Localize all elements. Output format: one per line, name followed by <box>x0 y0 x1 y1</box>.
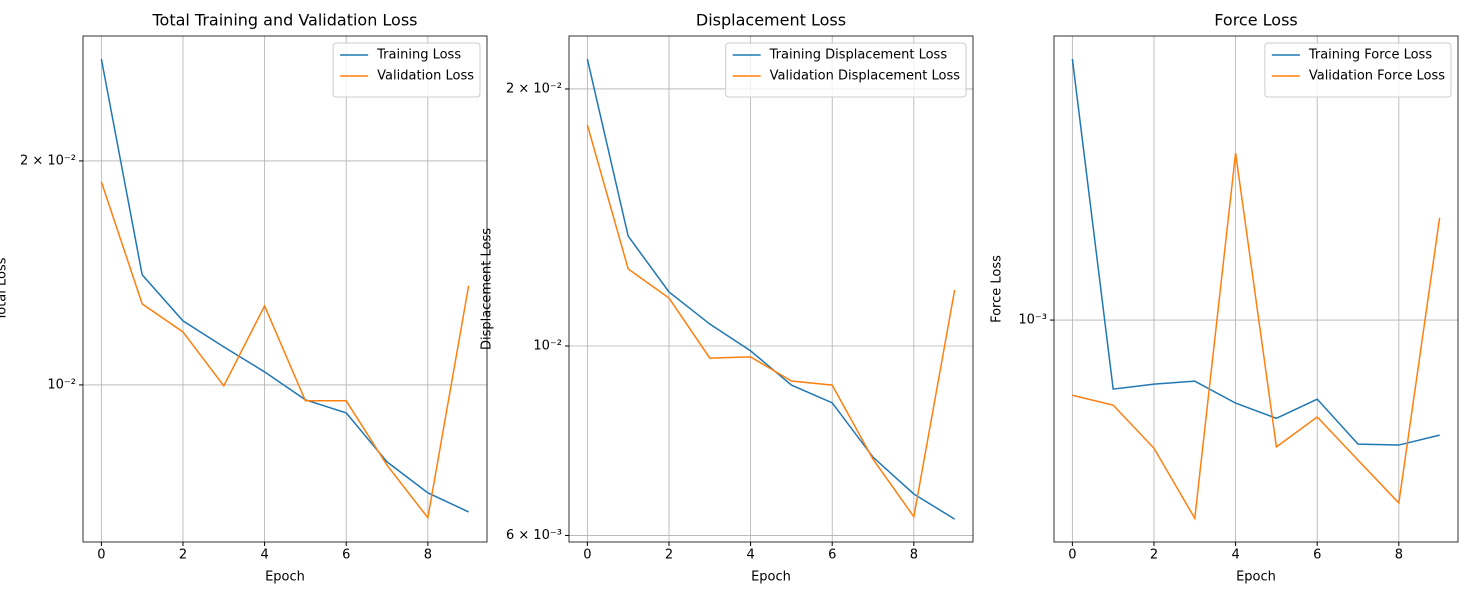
x-tick-label: 6 <box>1313 548 1321 563</box>
legend: Training Loss Validation Loss <box>332 42 481 98</box>
y-tick-label: 10⁻³ <box>1018 313 1047 328</box>
plot-frame <box>82 35 488 543</box>
legend-label: Training Force Loss <box>1308 48 1432 63</box>
x-tick-label: 8 <box>1395 548 1403 563</box>
line-series <box>586 124 956 519</box>
subplot-title: Displacement Loss <box>696 11 846 30</box>
x-tick-label: 0 <box>97 548 105 563</box>
line-series <box>100 181 470 520</box>
line-series <box>1072 152 1441 521</box>
legend-label: Training Loss <box>376 48 461 63</box>
x-tick-label: 2 <box>179 548 187 563</box>
x-tick-label: 4 <box>1231 548 1239 563</box>
x-tick-label: 0 <box>583 548 591 563</box>
legend-box <box>725 42 967 98</box>
plot-frame <box>1053 35 1459 543</box>
y-tick-label: 10⁻² <box>533 339 562 354</box>
x-tick-label: 6 <box>828 548 836 563</box>
y-tick-label: 2 × 10⁻² <box>506 81 562 96</box>
legend-label: Validation Force Loss <box>1309 69 1445 84</box>
x-axis-label: Epoch <box>265 570 305 585</box>
y-tick-label: 10⁻² <box>47 377 76 392</box>
x-tick-label: 6 <box>342 548 350 563</box>
x-tick-label: 8 <box>424 548 432 563</box>
line-series <box>100 58 469 513</box>
y-tick-label: 2 × 10⁻² <box>20 153 76 168</box>
x-tick-label: 2 <box>1150 548 1158 563</box>
subplot-title: Force Loss <box>1214 11 1297 30</box>
y-tick-label: 6 × 10⁻³ <box>506 528 562 543</box>
x-axis-label: Epoch <box>751 570 791 585</box>
y-axis-label: Displacement Loss <box>480 228 495 350</box>
legend-label: Training Displacement Loss <box>769 48 948 63</box>
x-tick-label: 4 <box>746 548 754 563</box>
legend-box <box>332 42 481 98</box>
line-series <box>586 58 956 520</box>
legend-label: Validation Displacement Loss <box>770 69 961 84</box>
plot-frame <box>568 35 974 543</box>
legend: Training Displacement Loss Validation Dis… <box>725 42 967 98</box>
subplot: Force Loss Epoch Force Loss 0 2 4 6 8 10⁻³ Traini… <box>990 11 1459 585</box>
x-tick-label: 8 <box>910 548 918 563</box>
y-axis-label: Total Loss <box>0 257 10 321</box>
subplot: Displacement Loss Epoch Displacement Loss 0… <box>480 11 974 585</box>
legend-box <box>1264 42 1452 98</box>
y-axis-label: Force Loss <box>990 255 1005 323</box>
x-axis-label: Epoch <box>1236 570 1276 585</box>
x-tick-label: 2 <box>665 548 673 563</box>
legend: Training Force Loss Validation Force Loss <box>1264 42 1452 98</box>
x-tick-label: 0 <box>1068 548 1076 563</box>
subplot: Total Training and Validation Loss Epoch T… <box>0 11 488 585</box>
legend-label: Validation Loss <box>377 69 474 84</box>
line-series <box>1071 58 1440 446</box>
subplot-title: Total Training and Validation Loss <box>151 11 417 30</box>
x-tick-label: 4 <box>260 548 268 563</box>
